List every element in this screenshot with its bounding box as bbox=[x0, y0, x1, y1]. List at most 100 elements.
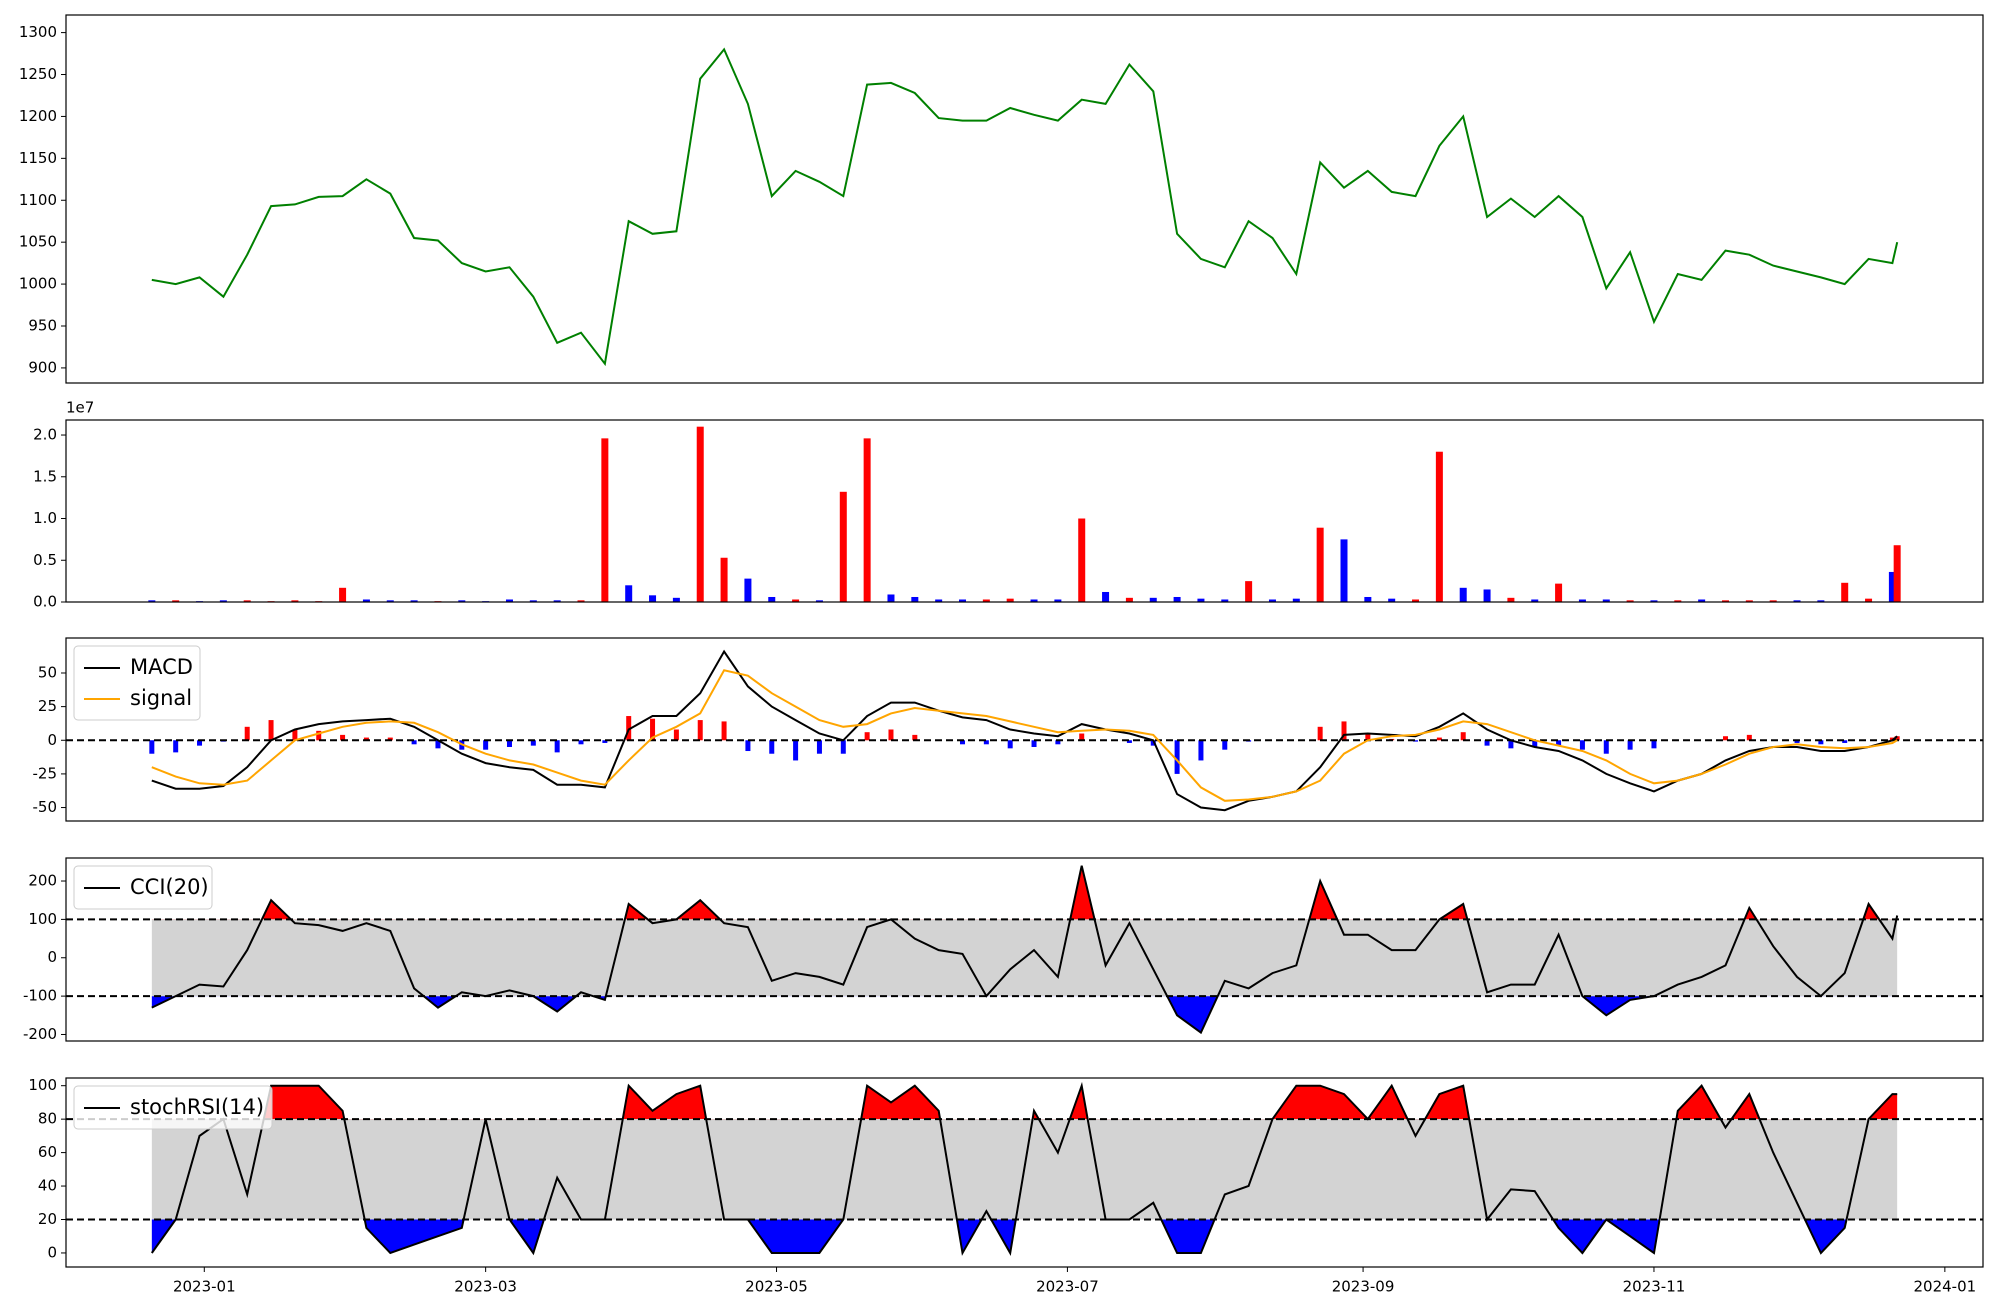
y-tick-label: 1000 bbox=[19, 275, 57, 293]
y-tick-label: 0 bbox=[47, 1243, 57, 1261]
legend-label: stochRSI(14) bbox=[130, 1095, 264, 1119]
histogram-bar bbox=[888, 729, 894, 741]
bar bbox=[1893, 545, 1901, 602]
histogram-bar bbox=[1894, 736, 1900, 741]
y-tick-label: 2.0 bbox=[33, 426, 57, 444]
histogram-bar bbox=[411, 740, 417, 745]
y-tick-label: -25 bbox=[33, 764, 58, 782]
histogram-bar bbox=[316, 730, 322, 741]
bar bbox=[1531, 599, 1539, 602]
bar bbox=[148, 600, 156, 602]
histogram-bar bbox=[912, 734, 918, 741]
legend-box bbox=[73, 1085, 273, 1130]
series-line bbox=[150, 1081, 1898, 1256]
bar bbox=[1030, 599, 1038, 602]
y-tick-label: 40 bbox=[38, 1177, 57, 1195]
bar bbox=[982, 599, 990, 602]
y-tick-label: 20 bbox=[38, 1210, 57, 1228]
y-tick-label: 200 bbox=[28, 872, 57, 890]
bar bbox=[458, 600, 466, 602]
histogram-bar bbox=[1222, 740, 1228, 750]
histogram-bar bbox=[1508, 740, 1514, 749]
bar bbox=[1412, 599, 1420, 602]
plot-frame bbox=[65, 419, 1984, 603]
plot-frame bbox=[65, 1077, 1984, 1268]
histogram-bar bbox=[1532, 740, 1538, 747]
bar bbox=[1245, 581, 1253, 602]
panel: 0.0 0.5 1.0 1.5 2.0 1e7 bbox=[33, 399, 1984, 611]
histogram-bar bbox=[483, 740, 489, 750]
y-tick-label: 1050 bbox=[19, 233, 57, 251]
x-tick-label: 2023-07 bbox=[1036, 1278, 1099, 1296]
bar bbox=[1459, 587, 1467, 602]
histogram-bar bbox=[1365, 733, 1371, 741]
histogram-bar bbox=[1794, 740, 1800, 743]
histogram-bar bbox=[1484, 740, 1490, 746]
legend-label: CCI(20) bbox=[130, 875, 209, 899]
bar bbox=[1793, 600, 1801, 602]
histogram-bar bbox=[363, 737, 369, 741]
bar bbox=[1054, 599, 1062, 602]
y-tick-label: 1200 bbox=[19, 107, 57, 125]
y-tick-label: 1300 bbox=[19, 23, 57, 41]
histogram-bar bbox=[1055, 740, 1061, 745]
bar bbox=[1006, 598, 1014, 602]
y-tick-label: 60 bbox=[38, 1143, 57, 1161]
bar bbox=[410, 600, 418, 602]
bar bbox=[1841, 582, 1849, 602]
y-tick-label: 0.5 bbox=[33, 551, 57, 569]
y-tick-label: -200 bbox=[23, 1025, 57, 1043]
histogram-bar bbox=[1746, 734, 1752, 741]
histogram-bar bbox=[816, 740, 822, 754]
bar bbox=[1483, 589, 1491, 602]
histogram-bar bbox=[1007, 740, 1013, 749]
bar bbox=[1769, 600, 1777, 602]
y-tick-label: 100 bbox=[28, 910, 57, 928]
x-tick-label: 2024-01 bbox=[1914, 1278, 1977, 1296]
bar bbox=[1817, 600, 1825, 602]
legend-box bbox=[73, 645, 201, 721]
histogram-bar bbox=[1579, 740, 1585, 750]
panel: -200 -100 0 100 200 CCI(20) bbox=[23, 857, 1984, 1043]
bar bbox=[1674, 600, 1682, 602]
y-tick-label: 950 bbox=[28, 316, 57, 334]
histogram-bar bbox=[1842, 740, 1848, 743]
bar bbox=[696, 426, 704, 602]
y-tick-label: 80 bbox=[38, 1110, 57, 1128]
y-tick-label: 1150 bbox=[19, 149, 57, 167]
bar bbox=[1102, 591, 1110, 602]
histogram-bar bbox=[435, 740, 441, 749]
bar bbox=[219, 600, 227, 602]
histogram-bar bbox=[1126, 740, 1132, 743]
bar bbox=[1078, 518, 1086, 602]
histogram-bar bbox=[840, 740, 846, 754]
bar bbox=[744, 578, 752, 602]
bar bbox=[362, 599, 370, 602]
bar bbox=[1388, 598, 1396, 602]
histogram-bar bbox=[578, 740, 584, 745]
x-tick-label: 2023-03 bbox=[454, 1278, 517, 1296]
y-tick-label: 50 bbox=[38, 663, 57, 681]
bar bbox=[672, 597, 680, 602]
bar bbox=[1865, 598, 1873, 602]
bar bbox=[625, 585, 633, 602]
bar bbox=[1340, 539, 1348, 602]
panel: 0 20 40 60 80 100 2023-01 2023-03 2023-05 2023-07… bbox=[28, 1076, 1984, 1296]
histogram-bar bbox=[173, 740, 179, 753]
legend-label: MACD bbox=[130, 655, 193, 679]
histogram-bar bbox=[340, 734, 346, 741]
histogram-bar bbox=[697, 720, 703, 741]
upper-fill bbox=[261, 865, 1898, 920]
bar bbox=[243, 600, 251, 602]
y-tick-label: 0.0 bbox=[33, 593, 57, 611]
histogram-bar bbox=[650, 718, 656, 741]
histogram-bar bbox=[554, 740, 560, 753]
legend: CCI(20) bbox=[73, 865, 213, 910]
panel: -50 -25 0 25 50 MACD signal bbox=[33, 637, 1984, 822]
bar bbox=[1221, 599, 1229, 602]
histogram-bar bbox=[1722, 736, 1728, 741]
bar bbox=[815, 600, 823, 602]
bar bbox=[649, 595, 657, 602]
histogram-bar bbox=[1341, 721, 1347, 741]
bar bbox=[1364, 596, 1372, 602]
